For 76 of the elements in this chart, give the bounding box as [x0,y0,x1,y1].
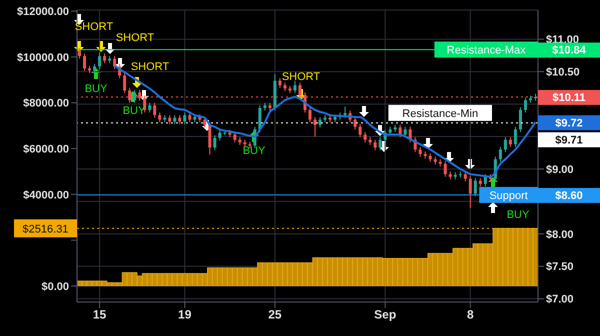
candlestick [148,102,152,114]
y2-tick-label: $4000.00 [23,189,69,202]
ref-line-label: $2516.31 [22,223,68,236]
annotation: BUY [122,105,146,117]
candlestick [498,146,502,162]
ref-line-label: $8.60 [555,190,583,202]
candlestick [83,52,86,72]
candlestick [314,116,317,138]
candlestick [188,112,192,123]
ref-line-label: $10.84 [552,44,587,57]
ref-line-label: $10.11 [552,92,586,104]
annotation: Resistance-Max [446,44,526,57]
candlestick [213,134,216,151]
candlestick [168,114,172,125]
y-tick-label: $8.00 [546,228,574,241]
candlestick [208,122,212,156]
candlestick [354,116,357,130]
candlestick [484,174,487,187]
candlestick [444,160,447,178]
candlestick [518,106,522,132]
y-tick-label: $10.50 [546,66,580,79]
y2-tick-label: $8000.00 [23,98,69,110]
annotation: Resistance-Min [402,108,478,120]
candlestick [524,97,527,114]
candlestick [468,176,472,208]
y2-tick-label: $0.00 [41,280,69,293]
ref-line-label: $9.71 [555,134,583,146]
candlestick [93,63,96,74]
candlestick [374,139,377,151]
data-label: $9.72 [555,117,583,130]
x-tick-label: 25 [268,308,282,322]
y2-tick-label: $12000.00 [17,6,69,18]
candlestick [103,52,106,64]
candlestick [364,131,367,143]
annotation: BUY [84,83,108,95]
annotation: BUY [242,145,266,157]
candlestick [258,104,262,132]
candlestick [178,114,182,125]
x-tick-label: 19 [178,308,192,322]
candlestick [158,112,162,123]
candlestick [173,114,176,125]
candlestick [123,72,126,94]
y-tick-label: $7.00 [546,294,574,306]
candlestick [358,124,362,138]
annotation: SHORT [130,61,170,73]
x-tick-label: Sep [374,308,396,322]
candlestick [474,178,477,197]
candlestick [153,102,156,118]
annotation: SHORT [116,32,154,44]
candlestick [218,130,222,141]
candlestick [183,112,186,125]
y-tick-label: $7.50 [546,261,574,274]
candlestick [78,48,81,60]
candlestick [464,171,467,182]
candlestick [278,78,282,88]
annotation: SHORT [74,21,114,33]
candlestick [293,80,296,94]
candlestick [318,116,322,128]
candlestick [308,106,312,123]
candlestick [133,89,136,104]
annotation: SHORT [282,71,320,83]
y-tick-label: $9.00 [546,164,574,176]
x-tick-label: 15 [92,308,107,322]
annotation: Support [489,190,528,202]
annotation: BUY [506,209,530,221]
candlestick [378,136,382,151]
candlestick [113,56,116,70]
candlestick [418,146,422,158]
candlestick [504,136,507,153]
candlestick [508,136,512,148]
candlestick [98,52,102,70]
candlestick [514,126,517,148]
bar [82,280,88,286]
y2-tick-label: $10000.00 [17,52,69,64]
y2-tick-label: $6000.00 [23,143,69,156]
x-tick-label: 8 [467,308,474,322]
